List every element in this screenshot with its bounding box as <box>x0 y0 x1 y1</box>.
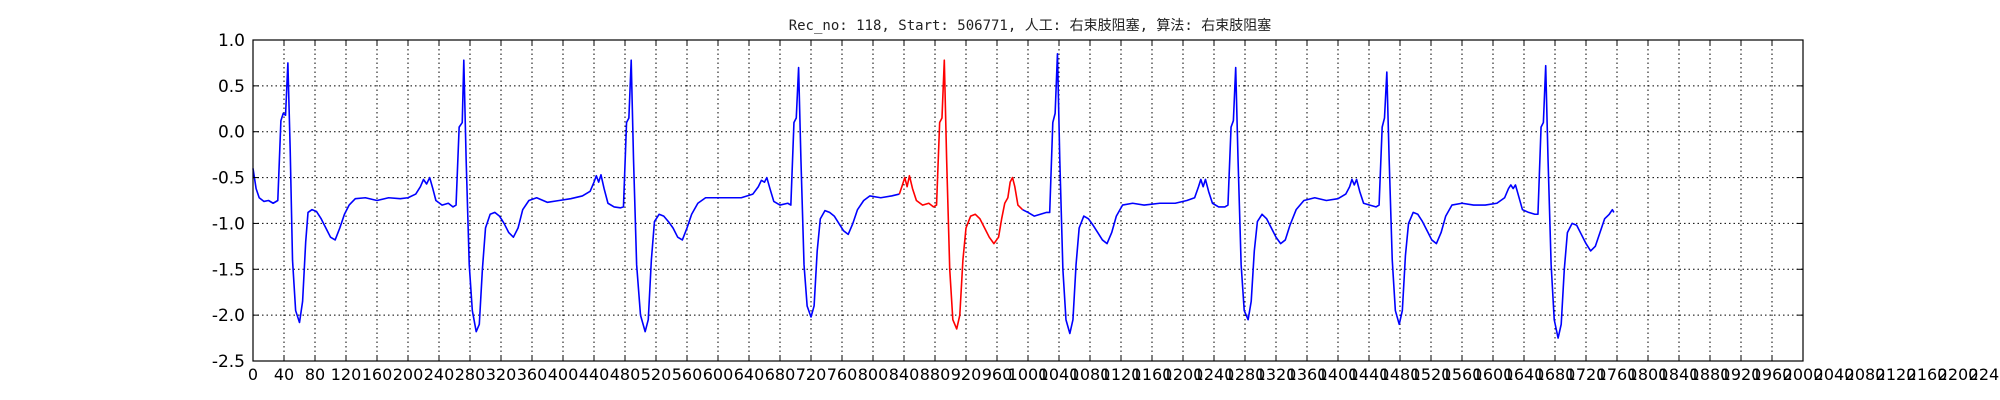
x-tick-label: 320 <box>486 365 517 384</box>
x-tick-label: 280 <box>455 365 486 384</box>
x-tick-label: 240 <box>424 365 455 384</box>
x-tick-label: 800 <box>858 365 889 384</box>
y-tick-label: -0.5 <box>212 169 245 189</box>
x-tick-label: 200 <box>393 365 424 384</box>
x-tick-label: 880 <box>920 365 951 384</box>
y-tick-label: 0.5 <box>218 77 245 97</box>
ecg-series-2 <box>1022 52 1615 339</box>
x-tick-label: 40 <box>274 365 294 384</box>
y-tick-label: -2.5 <box>212 352 245 372</box>
x-tick-label: 1960 <box>1752 365 1793 384</box>
x-tick-label: 2120 <box>1876 365 1917 384</box>
x-tick-label: 1400 <box>1318 365 1359 384</box>
x-tick-label: 1760 <box>1597 365 1638 384</box>
x-tick-label: 2080 <box>1845 365 1886 384</box>
x-tick-label: 600 <box>703 365 734 384</box>
chart-title: Rec_no: 118, Start: 506771, 人工: 右束肢阻塞, 算… <box>789 17 1272 34</box>
x-tick-label: 2000 <box>1783 365 1824 384</box>
x-tick-label: 1880 <box>1690 365 1731 384</box>
x-tick-label: 520 <box>641 365 672 384</box>
x-tick-label: 680 <box>765 365 796 384</box>
y-tick-label: -2.0 <box>212 306 245 326</box>
x-tick-label: 560 <box>672 365 703 384</box>
x-tick-label: 1240 <box>1194 365 1235 384</box>
x-tick-label: 1840 <box>1659 365 1700 384</box>
x-tick-label: 2040 <box>1814 365 1855 384</box>
x-tick-label: 1120 <box>1101 365 1142 384</box>
x-tick-label: 360 <box>517 365 548 384</box>
x-tick-label: 1720 <box>1566 365 1607 384</box>
x-tick-label: 1360 <box>1287 365 1328 384</box>
series-lines <box>252 52 1615 339</box>
x-axis-ticks: 0 40 80 120 160 200 240 280 320 360 400 440 480 520 56… <box>248 40 2000 384</box>
y-tick-label: 1.0 <box>218 31 245 51</box>
x-tick-label: 80 <box>305 365 325 384</box>
x-tick-label: 480 <box>610 365 641 384</box>
x-tick-label: 1080 <box>1070 365 1111 384</box>
y-tick-label: -1.5 <box>212 260 245 280</box>
x-tick-label: 1800 <box>1628 365 1669 384</box>
x-tick-label: 1280 <box>1225 365 1266 384</box>
x-tick-label: 760 <box>827 365 858 384</box>
x-tick-label: 2240 <box>1969 365 2000 384</box>
x-tick-label: 840 <box>889 365 920 384</box>
x-tick-label: 1440 <box>1349 365 1390 384</box>
ecg-series-0 <box>252 59 900 333</box>
y-tick-label: 0.0 <box>218 123 245 143</box>
x-tick-label: 1040 <box>1039 365 1080 384</box>
x-tick-label: 160 <box>362 365 393 384</box>
ecg-series-1 <box>898 59 1024 330</box>
x-tick-label: 2200 <box>1938 365 1979 384</box>
y-axis-ticks: 1.0 0.5 0.0 -0.5 -1.0 -1.5 -2.0 -2.5 <box>212 31 1803 372</box>
x-tick-label: 0 <box>248 365 258 384</box>
x-tick-label: 120 <box>331 365 362 384</box>
x-tick-label: 2160 <box>1907 365 1948 384</box>
x-tick-label: 1920 <box>1721 365 1762 384</box>
x-tick-label: 1680 <box>1535 365 1576 384</box>
x-tick-label: 1560 <box>1442 365 1483 384</box>
x-tick-label: 1160 <box>1132 365 1173 384</box>
x-tick-label: 400 <box>548 365 579 384</box>
x-tick-label: 920 <box>951 365 982 384</box>
x-tick-label: 640 <box>734 365 765 384</box>
x-tick-label: 960 <box>982 365 1013 384</box>
x-tick-label: 1200 <box>1163 365 1204 384</box>
x-tick-label: 1600 <box>1473 365 1514 384</box>
x-tick-label: 1480 <box>1380 365 1421 384</box>
x-tick-label: 1320 <box>1256 365 1297 384</box>
x-tick-label: 1520 <box>1411 365 1452 384</box>
x-tick-label: 1000 <box>1008 365 1049 384</box>
y-tick-label: -1.0 <box>212 214 245 234</box>
x-tick-label: 1640 <box>1504 365 1545 384</box>
x-tick-label: 720 <box>796 365 827 384</box>
x-tick-label: 440 <box>579 365 610 384</box>
